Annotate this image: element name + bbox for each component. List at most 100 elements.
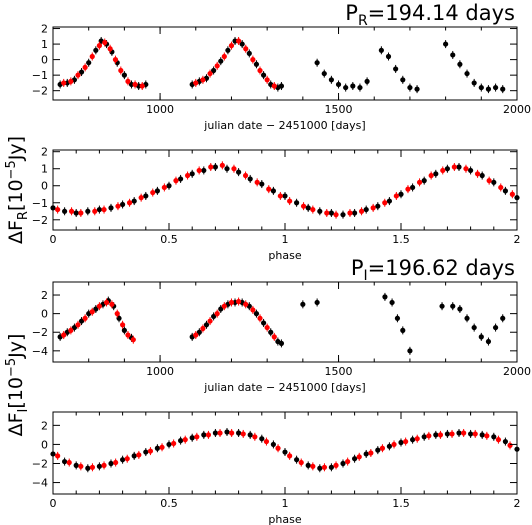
data-point: [474, 171, 481, 177]
data-point: [333, 462, 339, 468]
data-point: [324, 210, 330, 216]
data-point: [257, 315, 263, 321]
data-point: [212, 164, 218, 170]
data-point: [300, 301, 306, 307]
data-point: [178, 176, 184, 182]
data-point: [212, 430, 218, 436]
data-point: [193, 80, 199, 86]
data-point: [484, 433, 490, 439]
data-point: [96, 206, 102, 213]
data-point: [478, 334, 484, 340]
data-point: [182, 437, 188, 443]
panel-r-time: 1000 1500 2000 −2 −1 0 1 2 julian date − 2451000…: [32, 1, 531, 132]
data-point: [444, 431, 450, 437]
data-point: [218, 58, 224, 64]
data-point: [464, 70, 470, 77]
series-r-phase-1: [55, 161, 515, 219]
data-point: [502, 188, 508, 194]
x-tick-label: 1.5: [392, 497, 410, 510]
data-point: [109, 301, 115, 307]
x-tick-label: 0.5: [160, 233, 178, 246]
data-point: [500, 86, 506, 92]
data-point: [270, 441, 276, 448]
x-tick-label: 1500: [325, 103, 353, 116]
data-point: [240, 431, 246, 437]
data-point: [364, 78, 370, 84]
data-point: [55, 206, 61, 213]
data-point: [321, 464, 328, 470]
data-point: [239, 41, 245, 47]
period-title: PR=194.14 days: [345, 1, 515, 29]
data-point: [93, 47, 99, 53]
data-point: [328, 77, 334, 83]
data-point: [71, 324, 78, 331]
data-point: [333, 212, 339, 218]
x-tick-label: 0: [50, 233, 57, 246]
data-point: [225, 47, 231, 53]
data-point: [282, 193, 288, 199]
data-point: [352, 456, 358, 462]
data-point: [393, 193, 399, 199]
series-r-time-1: [61, 36, 277, 91]
data-point: [214, 311, 220, 317]
data-point: [321, 70, 327, 77]
data-point: [214, 63, 220, 69]
data-point: [294, 200, 300, 206]
y-tick-label: 0: [41, 54, 48, 67]
data-point: [147, 448, 154, 454]
data-point: [468, 431, 474, 437]
data-point: [407, 348, 413, 354]
data-point: [221, 303, 227, 309]
y-tick-label: −1: [32, 197, 48, 210]
data-point: [143, 193, 149, 199]
data-point: [107, 46, 113, 52]
data-point: [340, 460, 346, 467]
data-point: [232, 38, 238, 44]
plot-frame: [52, 281, 518, 363]
data-point: [277, 193, 283, 199]
data-point: [115, 203, 121, 209]
y-label-suffix: [10: [5, 377, 27, 409]
y-tick-label: −4: [32, 345, 48, 358]
data-point: [125, 78, 131, 84]
data-point: [96, 463, 102, 469]
data-point: [61, 80, 67, 86]
x-tick-label: 1: [282, 233, 289, 246]
data-point: [68, 327, 74, 333]
data-point: [478, 84, 484, 91]
data-point: [171, 440, 177, 447]
data-point: [166, 183, 172, 189]
data-point: [507, 442, 513, 448]
data-point: [85, 208, 91, 214]
data-point: [300, 203, 307, 209]
y-label-prefix: ΔF: [5, 412, 27, 436]
data-point: [228, 299, 235, 306]
data-point: [130, 337, 136, 343]
data-point: [416, 179, 423, 185]
y-tick-label: −2: [32, 85, 48, 98]
data-point: [194, 434, 200, 440]
data-point: [260, 320, 267, 326]
data-point: [393, 66, 399, 72]
data-point: [196, 167, 202, 174]
data-point: [386, 198, 392, 204]
data-point: [78, 210, 84, 216]
data-point: [78, 318, 85, 324]
plot-frame: [52, 26, 518, 101]
data-point: [352, 210, 358, 216]
data-point: [78, 463, 84, 469]
data-point: [189, 435, 195, 441]
x-tick-label: 1.5: [392, 233, 410, 246]
data-point: [102, 39, 108, 46]
data-point: [103, 299, 110, 306]
data-point: [173, 178, 179, 184]
data-point: [264, 324, 270, 331]
data-point: [161, 184, 167, 191]
data-point: [314, 60, 320, 66]
data-point: [305, 205, 311, 211]
data-point: [150, 189, 156, 196]
data-point: [247, 432, 253, 438]
data-point: [132, 81, 138, 88]
period-title-rest: =196.62 days: [368, 256, 515, 280]
data-point: [78, 69, 85, 75]
